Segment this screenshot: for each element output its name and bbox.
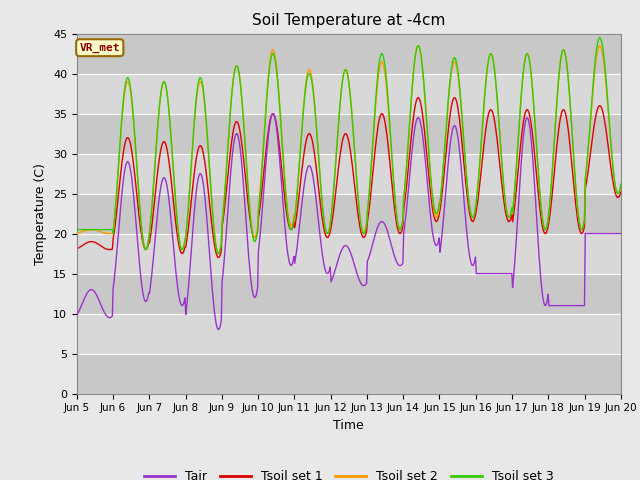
Tsoil set 3 [223,153,231,159]
Bar [77,73,621,114]
Line: Tair: Tair [77,114,621,330]
Tsoil set 3 [431,210,439,216]
Tair [617,231,625,237]
Bar [77,354,621,394]
Tsoil set 1 [223,178,231,184]
Tsoil set 2 [416,45,424,51]
X-axis label: Time: Time [333,419,364,432]
Bar [77,114,621,154]
Tair [194,178,202,183]
Tsoil set 3 [73,227,81,232]
Bar [77,234,621,274]
Line: Tsoil set 3: Tsoil set 3 [77,37,621,253]
Tsoil set 3 [214,251,222,256]
Tsoil set 1 [139,239,147,244]
Tair [73,312,81,318]
Tsoil set 2 [617,182,625,188]
Tsoil set 2 [431,214,439,219]
Tair [433,243,440,249]
Tsoil set 1 [417,99,424,105]
Tair [223,215,231,221]
Tsoil set 2 [83,228,90,233]
Bar [77,154,621,193]
Tsoil set 3 [194,83,202,88]
Bar [77,34,621,73]
Tair [214,327,222,333]
Tsoil set 1 [433,219,440,225]
Line: Tsoil set 2: Tsoil set 2 [77,46,621,253]
Tair [417,119,424,125]
Tsoil set 2 [214,251,222,256]
Tsoil set 3 [83,227,90,232]
Tsoil set 1 [83,240,90,246]
Tsoil set 2 [223,151,231,157]
Tsoil set 3 [596,35,604,40]
Tsoil set 3 [416,45,424,51]
Tsoil set 2 [139,234,147,240]
Tsoil set 1 [73,246,81,252]
Legend: Tair, Tsoil set 1, Tsoil set 2, Tsoil set 3: Tair, Tsoil set 1, Tsoil set 2, Tsoil se… [139,465,559,480]
Line: Tsoil set 1: Tsoil set 1 [77,97,621,258]
Tsoil set 2 [194,86,202,92]
Tsoil set 3 [139,234,147,240]
Tair [83,291,90,297]
Tsoil set 1 [414,95,422,100]
Tsoil set 1 [214,255,222,261]
Tair [139,288,147,294]
Tsoil set 2 [73,230,81,236]
Bar [77,193,621,234]
Tair [269,111,276,117]
Title: Soil Temperature at -4cm: Soil Temperature at -4cm [252,13,445,28]
Bar [77,313,621,354]
Bar [77,274,621,313]
Tsoil set 2 [596,43,604,48]
Tsoil set 3 [617,181,625,187]
Tsoil set 1 [194,147,202,153]
Y-axis label: Temperature (C): Temperature (C) [35,163,47,264]
Text: VR_met: VR_met [79,43,120,53]
Tsoil set 1 [617,189,625,195]
